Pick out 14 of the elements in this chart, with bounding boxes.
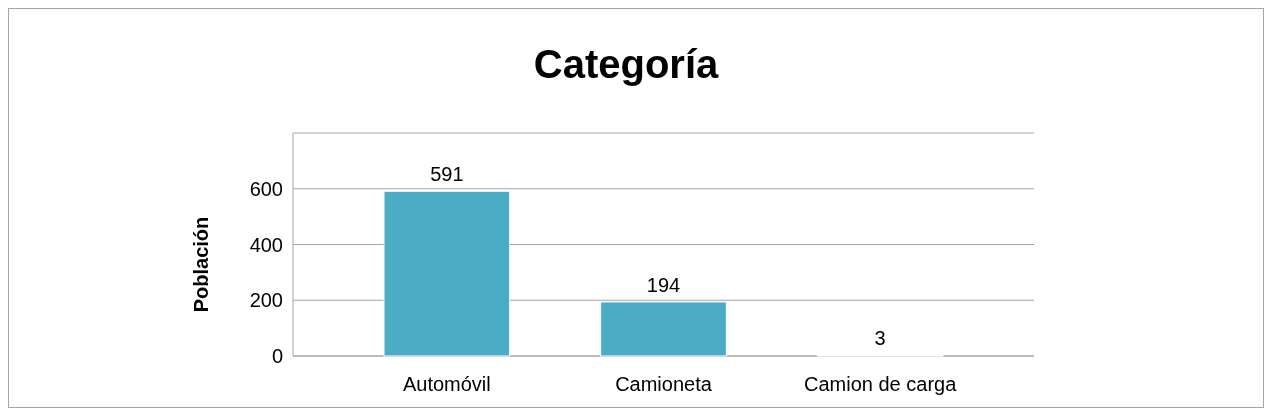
x-tick-label: Camioneta bbox=[615, 373, 713, 395]
y-tick-label: 0 bbox=[271, 345, 283, 367]
data-label: 194 bbox=[646, 273, 681, 296]
data-label: 3 bbox=[874, 327, 886, 350]
y-tick-label: 400 bbox=[249, 233, 283, 256]
y-tick-label: 200 bbox=[249, 289, 283, 312]
y-axis-title: Población bbox=[190, 216, 212, 313]
bar bbox=[383, 190, 511, 357]
y-tick-label: 600 bbox=[249, 177, 283, 200]
x-tick-label: Camion de carga bbox=[804, 373, 958, 395]
data-label: 591 bbox=[430, 163, 464, 186]
bar bbox=[600, 301, 727, 357]
x-tick-label: Automóvil bbox=[402, 373, 491, 395]
chart-title: Categoría bbox=[533, 42, 719, 86]
